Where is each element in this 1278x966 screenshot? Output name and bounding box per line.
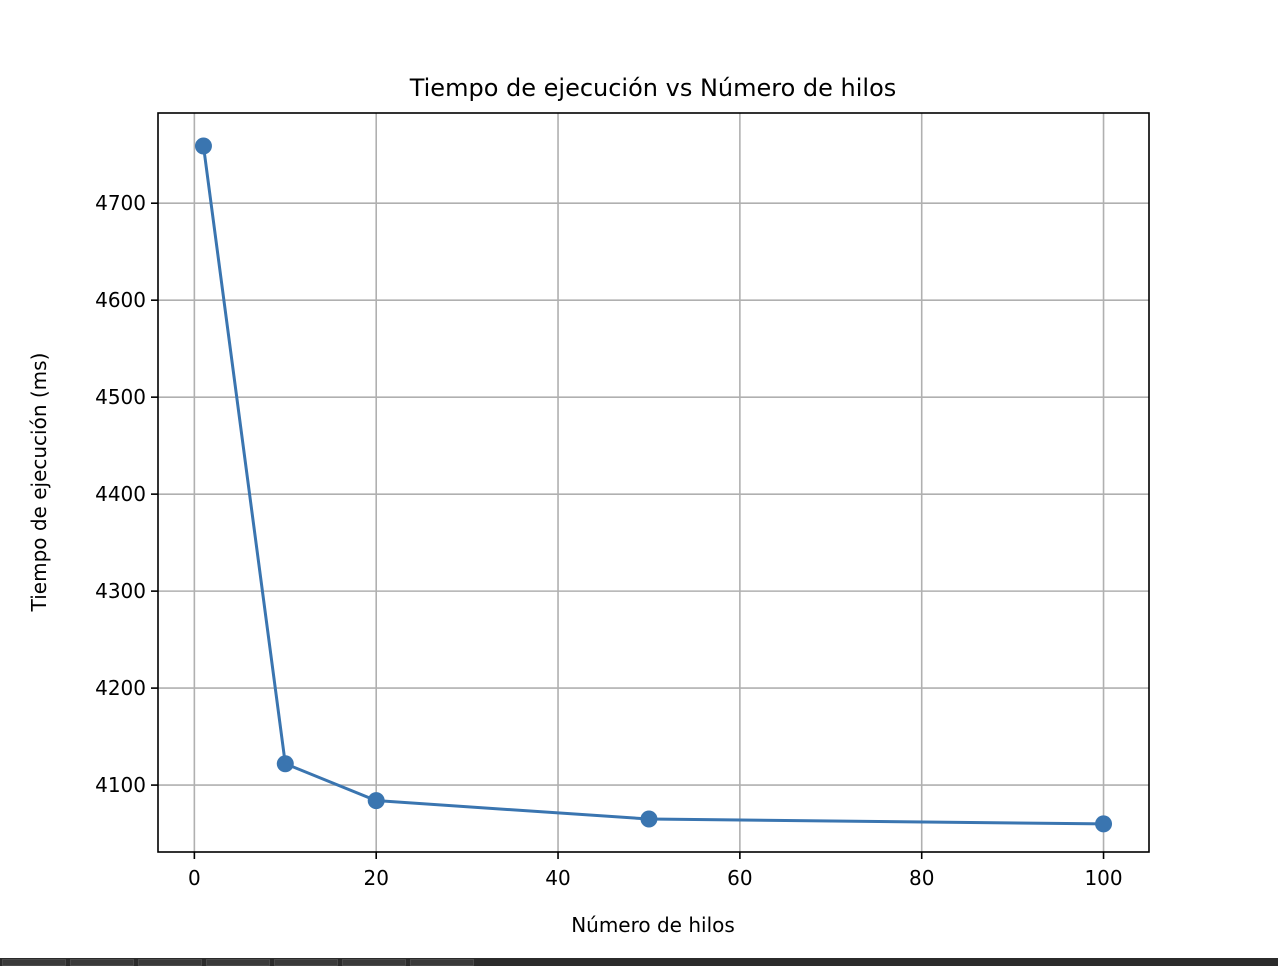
x-axis-label: Número de hilos (571, 913, 735, 937)
chart-title: Tiempo de ejecución vs Número de hilos (409, 74, 897, 102)
data-point (276, 755, 294, 773)
series-line (201, 145, 1104, 826)
taskbar-button[interactable] (206, 959, 270, 966)
series-layer (194, 137, 1113, 833)
taskbar-button[interactable] (2, 959, 66, 966)
taskbar (0, 958, 1278, 966)
x-tick-label: 100 (1084, 866, 1122, 890)
x-tick-label: 20 (363, 866, 388, 890)
x-tick-label: 40 (545, 866, 570, 890)
y-axis-label: Tiempo de ejecución (ms) (27, 353, 51, 613)
y-tick-label: 4100 (95, 773, 146, 797)
y-tick-label: 4300 (95, 579, 146, 603)
y-tick-label: 4600 (95, 288, 146, 312)
y-tick-label: 4500 (95, 385, 146, 409)
data-point (1095, 815, 1113, 833)
y-axis-ticks: 4100 4200 4300 4400 4500 4600 4700 (95, 191, 158, 797)
x-axis-ticks: 0 20 40 60 80 100 (188, 852, 1123, 890)
taskbar-button[interactable] (274, 959, 338, 966)
taskbar-button[interactable] (70, 959, 134, 966)
plot-frame (157, 112, 1150, 853)
y-tick-label: 4700 (95, 191, 146, 215)
x-tick-label: 60 (727, 866, 752, 890)
taskbar-button[interactable] (342, 959, 406, 966)
x-tick-label: 80 (909, 866, 934, 890)
data-point (194, 137, 212, 155)
x-tick-label: 0 (188, 866, 201, 890)
taskbar-button[interactable] (410, 959, 474, 966)
grid (158, 113, 1149, 852)
taskbar-button[interactable] (138, 959, 202, 966)
data-point (640, 810, 658, 828)
y-tick-label: 4200 (95, 676, 146, 700)
data-point (367, 792, 385, 810)
y-tick-label: 4400 (95, 482, 146, 506)
